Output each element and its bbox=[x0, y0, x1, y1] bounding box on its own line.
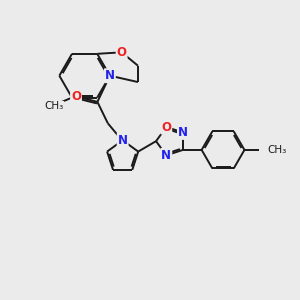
Text: N: N bbox=[105, 69, 115, 82]
Text: N: N bbox=[161, 149, 171, 162]
Text: O: O bbox=[117, 46, 127, 59]
Text: O: O bbox=[161, 121, 171, 134]
Text: N: N bbox=[178, 126, 188, 139]
Text: O: O bbox=[71, 90, 81, 103]
Text: N: N bbox=[118, 134, 128, 147]
Text: CH₃: CH₃ bbox=[44, 101, 64, 112]
Text: CH₃: CH₃ bbox=[268, 145, 287, 155]
